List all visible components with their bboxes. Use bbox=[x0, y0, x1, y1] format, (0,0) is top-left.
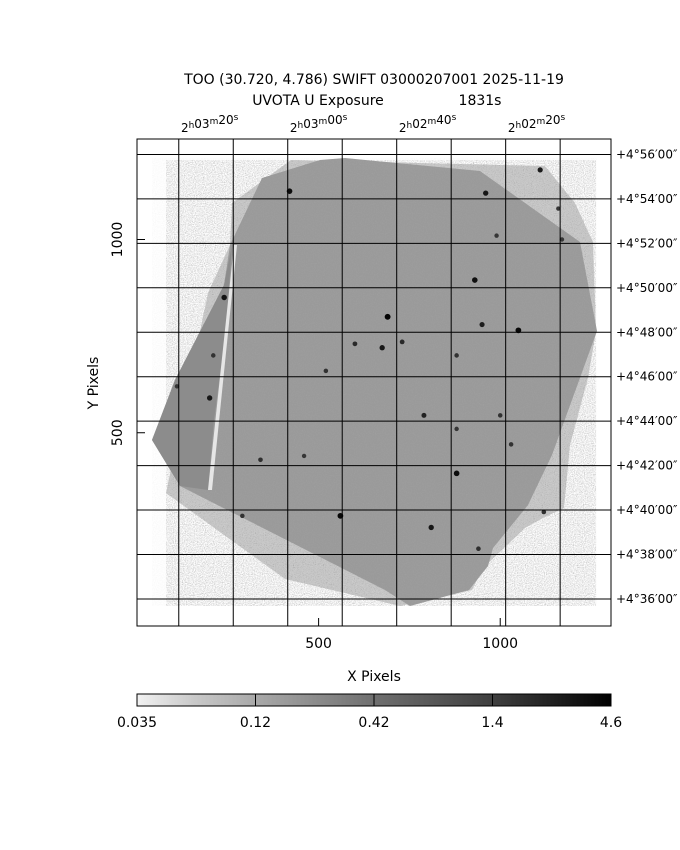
dec-tick-label: +4°42′00″ bbox=[616, 459, 678, 473]
point-source bbox=[454, 426, 459, 432]
y-tick-label: 500 bbox=[110, 419, 126, 446]
ra-tick-label: 2h02m40s bbox=[399, 113, 457, 135]
point-source bbox=[454, 353, 459, 358]
subtitle-exposure-value: 1831s bbox=[459, 93, 502, 109]
ra-tick-label: 2h03m00s bbox=[290, 113, 348, 135]
point-source bbox=[221, 294, 227, 301]
dec-tick-label: +4°36′00″ bbox=[616, 592, 678, 606]
colorbar-label: 0.12 bbox=[240, 715, 271, 731]
dec-tick-label: +4°40′00″ bbox=[616, 503, 678, 517]
x-axis-ticks: 500 1000 bbox=[305, 618, 518, 652]
left-wedge-region bbox=[152, 245, 232, 490]
point-source bbox=[174, 384, 180, 389]
ra-tick-label: 2h03m20s bbox=[181, 113, 239, 135]
subtitle-label: UVOTA U Exposure bbox=[252, 93, 384, 109]
dec-tick-label: +4°46′00″ bbox=[616, 370, 678, 384]
gap-stripe bbox=[208, 245, 237, 490]
point-source bbox=[483, 190, 489, 196]
point-source bbox=[421, 412, 427, 418]
ra-axis-labels: 2h03m20s 2h03m00s 2h02m40s 2h02m20s bbox=[181, 113, 566, 135]
image-area bbox=[137, 139, 611, 626]
dec-tick-label: +4°44′00″ bbox=[616, 414, 678, 428]
colorbar-ticks: 0.035 0.12 0.42 1.4 4.6 bbox=[117, 694, 622, 731]
dec-tick-label: +4°54′00″ bbox=[616, 192, 678, 206]
x-tick-label: 500 bbox=[305, 636, 332, 652]
point-source bbox=[379, 345, 385, 351]
colorbar-label: 0.035 bbox=[117, 715, 157, 731]
point-source bbox=[476, 546, 481, 552]
chart-subtitle: UVOTA U Exposure 1831s bbox=[252, 93, 501, 109]
point-source bbox=[211, 353, 216, 358]
point-source bbox=[301, 453, 307, 459]
point-source bbox=[428, 524, 434, 531]
dec-tick-label: +4°50′00″ bbox=[616, 281, 678, 295]
point-source bbox=[556, 206, 561, 211]
point-source bbox=[494, 233, 499, 238]
point-source bbox=[384, 313, 391, 320]
point-source bbox=[472, 277, 478, 283]
point-source bbox=[258, 457, 263, 463]
point-source bbox=[559, 237, 565, 242]
x-axis-label: X Pixels bbox=[347, 669, 401, 685]
colorbar-label: 0.42 bbox=[358, 715, 389, 731]
ra-tick-label: 2h02m20s bbox=[508, 113, 566, 135]
point-source bbox=[352, 341, 358, 347]
y-axis-ticks: 500 1000 bbox=[110, 222, 145, 446]
dec-tick-label: +4°38′00″ bbox=[616, 547, 678, 561]
dec-tick-label: +4°56′00″ bbox=[616, 147, 678, 161]
point-source bbox=[453, 470, 460, 477]
dec-tick-label: +4°48′00″ bbox=[616, 325, 678, 339]
chart-title: TOO (30.720, 4.786) SWIFT 03000207001 20… bbox=[183, 72, 564, 88]
dec-tick-label: +4°52′00″ bbox=[616, 236, 678, 250]
point-source bbox=[537, 167, 543, 173]
colorbar-label: 4.6 bbox=[600, 715, 622, 731]
x-tick-label: 1000 bbox=[482, 636, 518, 652]
point-sources bbox=[174, 167, 565, 552]
point-source bbox=[323, 368, 329, 374]
colorbar: 0.035 0.12 0.42 1.4 4.6 bbox=[117, 693, 622, 731]
point-source bbox=[399, 339, 405, 345]
y-tick-label: 1000 bbox=[110, 222, 126, 258]
point-source bbox=[541, 509, 547, 515]
point-source bbox=[508, 442, 514, 447]
point-source bbox=[240, 513, 245, 519]
dec-axis-labels: +4°56′00″ +4°54′00″ +4°52′00″ +4°50′00″ +4°4… bbox=[616, 147, 678, 605]
point-source bbox=[479, 321, 485, 328]
coordinate-grid bbox=[137, 139, 611, 626]
point-source bbox=[497, 413, 503, 418]
plot-frame bbox=[136, 138, 612, 627]
point-source bbox=[206, 395, 213, 401]
colorbar-label: 1.4 bbox=[481, 715, 503, 731]
y-axis-label: Y Pixels bbox=[86, 357, 102, 411]
